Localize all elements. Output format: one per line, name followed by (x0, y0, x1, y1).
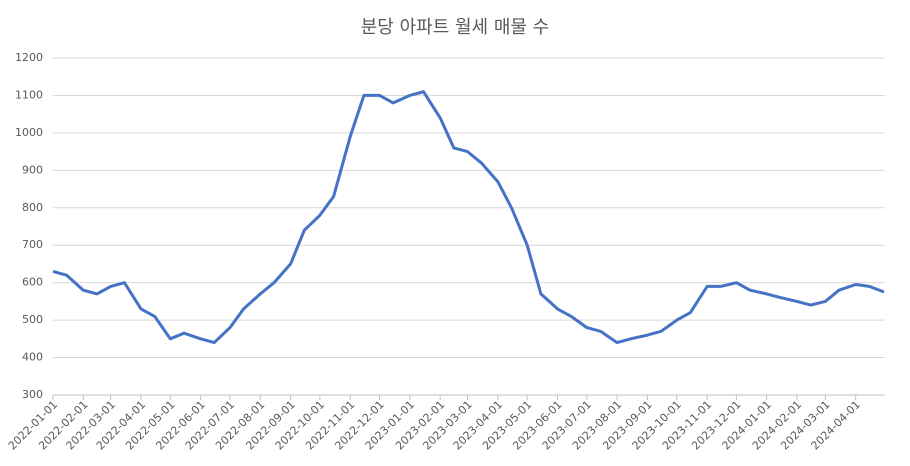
y-tick-label: 1100 (15, 88, 43, 101)
y-tick-label: 1000 (15, 126, 43, 139)
y-tick-label: 900 (22, 163, 43, 176)
y-tick-label: 300 (22, 388, 43, 401)
y-tick-label: 700 (22, 238, 43, 251)
chart-title: 분당 아파트 월세 매물 수 (361, 17, 550, 38)
y-tick-label: 500 (22, 313, 43, 326)
y-tick-label: 600 (22, 276, 43, 289)
line-series (52, 90, 885, 345)
y-tick-label: 400 (22, 351, 43, 364)
y-tick-label: 1200 (15, 51, 43, 64)
y-tick-label: 800 (22, 201, 43, 214)
